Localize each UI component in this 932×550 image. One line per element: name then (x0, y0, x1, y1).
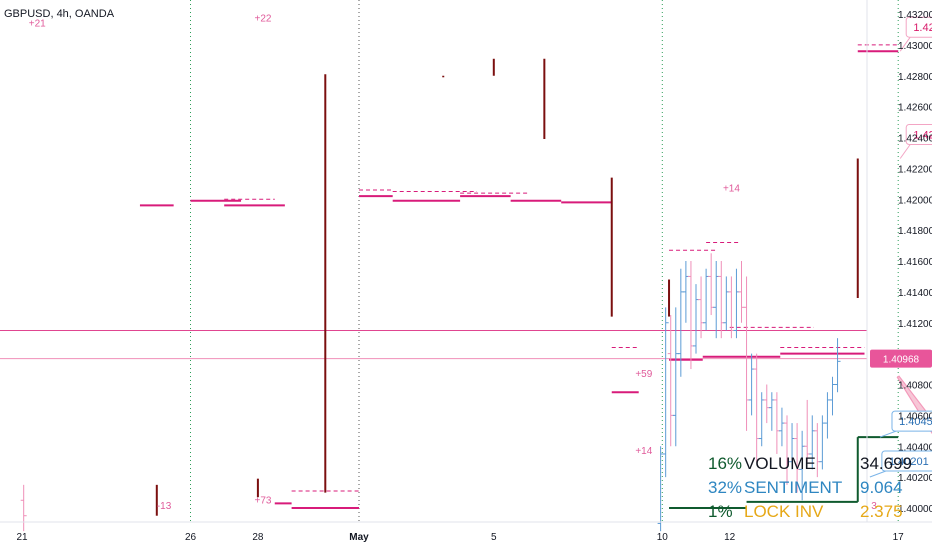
ohlc-bar (718, 261, 725, 339)
stats-panel: 16% VOLUME 34.699 32% SENTIMENT 9.064 1%… (708, 452, 912, 524)
annotation-label: +73 (255, 495, 272, 506)
ohlc-bar (662, 307, 669, 478)
annotation-label: +21 (29, 18, 46, 29)
ohlc-bar (748, 353, 755, 416)
ohlc-bar (743, 276, 750, 431)
time-axis-tick: 10 (657, 532, 669, 543)
time-axis-tick: 5 (491, 532, 497, 543)
symbol-title: GBPUSD, 4h, OANDA (4, 8, 115, 20)
time-axis-tick: 12 (724, 532, 736, 543)
stat-row-sentiment: 32% SENTIMENT 9.064 (708, 476, 912, 500)
callout-box (891, 410, 932, 432)
time-axis-tick: 26 (185, 532, 197, 543)
price-axis-tick: 1.42000 (898, 195, 932, 206)
ohlc-bar (723, 276, 730, 331)
price-axis-tick: 1.41800 (898, 226, 932, 237)
stat-row-volume: 16% VOLUME 34.699 (708, 452, 912, 476)
stat-volume-label: VOLUME (744, 454, 816, 473)
callout-price-label: 1.42264 (913, 129, 932, 141)
price-axis-tick: 1.40200 (898, 473, 932, 484)
price-axis-tick: 1.42400 (898, 134, 932, 145)
price-axis-tick: 1.43200 (898, 10, 932, 21)
annotation-label: +59 (635, 369, 652, 380)
ohlc-bar (20, 484, 27, 532)
current-price-tag (870, 349, 932, 368)
stat-sentiment-label: SENTIMENT (744, 478, 843, 497)
callout-price-label: 1.40201 (889, 456, 929, 468)
callout-pointer (879, 430, 897, 438)
stat-volume-percent: 16% (708, 454, 743, 473)
price-axis-tick: 1.41600 (898, 257, 932, 268)
annotation-label: +22 (255, 14, 272, 25)
ohlc-bar (834, 338, 841, 393)
ohlc-bar (824, 392, 831, 439)
price-axis-tick: 1.41400 (898, 288, 932, 299)
price-axis-tick: 1.42200 (898, 164, 932, 175)
ohlc-bar (829, 376, 836, 416)
stat-lock-inv-label: LOCK INV (744, 502, 824, 521)
callout-pointer (869, 470, 887, 478)
ohlc-bar (768, 392, 775, 431)
callout-pointer (899, 36, 911, 52)
callout-box (905, 16, 932, 38)
time-axis-tick: 28 (252, 532, 264, 543)
price-axis-tick: 1.42800 (898, 72, 932, 83)
time-axis-tick: 17 (893, 532, 905, 543)
price-axis-tick: 1.40800 (898, 381, 932, 392)
annotation-label: +14 (723, 184, 740, 195)
ohlc-bar (713, 261, 720, 339)
stat-row-lock-inv: 1% LOCK INV 2.375 (708, 500, 912, 524)
annotation-label: -13 (157, 501, 172, 512)
callout-pointer (899, 144, 911, 159)
ohlc-bar (698, 276, 705, 339)
stat-sentiment-value: 9.064 (860, 478, 903, 497)
price-axis-tick: 1.43000 (898, 41, 932, 52)
ohlc-bar (703, 268, 710, 331)
price-axis-tick: 1.40400 (898, 442, 932, 453)
current-price-label: 1.40968 (883, 355, 920, 366)
ohlc-bar (693, 284, 699, 354)
ohlc-bar (682, 261, 689, 323)
price-axis-tick: 1.42600 (898, 103, 932, 114)
callout-price-label: 1.40459 (899, 416, 932, 428)
ohlc-bar (708, 253, 715, 316)
stat-lock-inv-percent: 1% (708, 502, 733, 521)
ohlc-bar (753, 353, 760, 462)
ohlc-bar (778, 407, 785, 447)
ohlc-bar (672, 307, 679, 447)
stat-lock-inv-value: 2.375 (860, 502, 903, 521)
time-axis-tick: 21 (16, 532, 28, 543)
callout-price-label: 1.42959 (913, 22, 932, 34)
callout-box (881, 450, 932, 472)
price-axis-tick: 1.40600 (898, 411, 932, 422)
stat-volume-value: 34.699 (860, 454, 912, 473)
price-axis-tick: 1.40000 (898, 504, 932, 515)
time-axis-tick: May (349, 532, 369, 543)
ohlc-bar (738, 261, 745, 323)
ohlc-bar (728, 276, 735, 339)
annotation-label: +14 (635, 446, 652, 457)
callout-box (905, 123, 932, 145)
ohlc-bar (773, 392, 780, 454)
annotation-label: 3 (871, 501, 877, 512)
ohlc-bar (687, 261, 694, 370)
ohlc-bar (667, 315, 674, 447)
ohlc-bar (763, 384, 770, 424)
stat-sentiment-percent: 32% (708, 478, 743, 497)
price-axis-tick: 1.41200 (898, 319, 932, 330)
